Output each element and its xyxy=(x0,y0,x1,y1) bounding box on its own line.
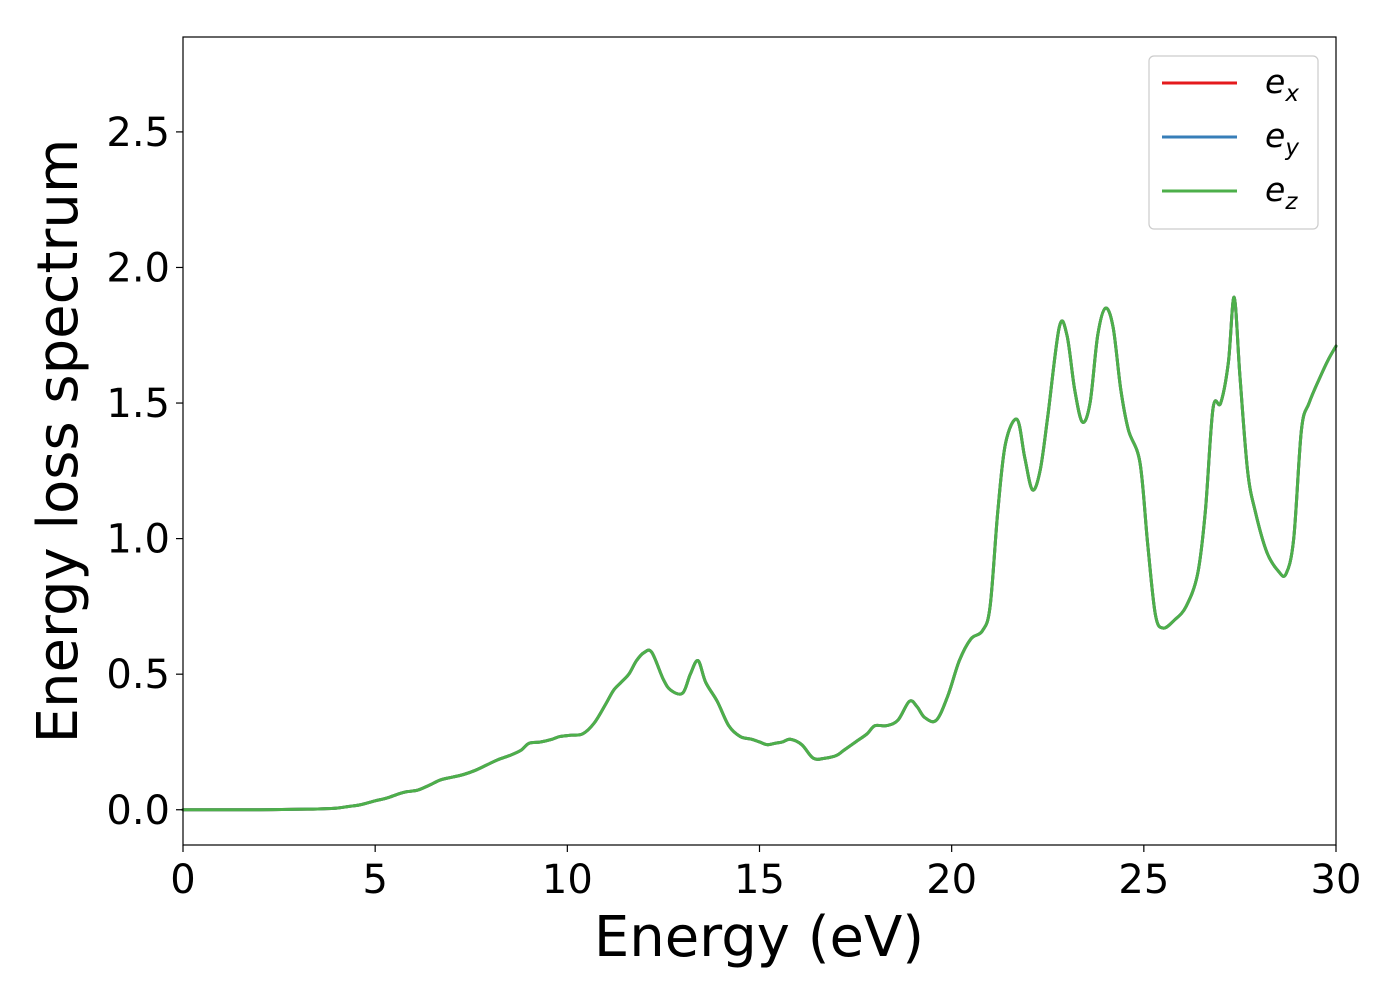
legend-box xyxy=(1148,55,1319,230)
legend-label-ey: ey xyxy=(1265,116,1299,161)
legend: ex ey ez xyxy=(1148,55,1319,230)
y-tick-label: 1.0 xyxy=(106,517,170,563)
legend-label-ex: ex xyxy=(1265,62,1299,107)
y-axis-label: Energy loss spectrum xyxy=(26,139,91,744)
series-line-ex xyxy=(181,295,1338,812)
x-tick-label: 15 xyxy=(734,857,785,903)
y-tick-label: 0.0 xyxy=(106,788,170,834)
legend-label-ez: ez xyxy=(1265,170,1298,215)
series-line-ey xyxy=(181,295,1338,812)
x-tick-label: 25 xyxy=(1118,857,1169,903)
x-tick-label: 30 xyxy=(1311,857,1362,903)
x-tick-label: 5 xyxy=(362,857,387,903)
x-tick-label: 0 xyxy=(170,857,195,903)
x-axis-label: Energy (eV) xyxy=(594,905,924,970)
series-layer xyxy=(181,295,1338,812)
y-tick-label: 1.5 xyxy=(106,381,170,427)
series-line-ez xyxy=(181,295,1338,812)
x-tick-label: 20 xyxy=(926,857,977,903)
y-tick-label: 0.5 xyxy=(106,652,170,698)
ticks-layer: 0 5 10 15 20 25 30 0.0 0.5 1.0 1.5 2.0 2.5 xyxy=(106,110,1361,903)
x-tick-label: 10 xyxy=(542,857,593,903)
y-tick-label: 2.5 xyxy=(106,110,170,156)
y-tick-label: 2.0 xyxy=(106,245,170,291)
